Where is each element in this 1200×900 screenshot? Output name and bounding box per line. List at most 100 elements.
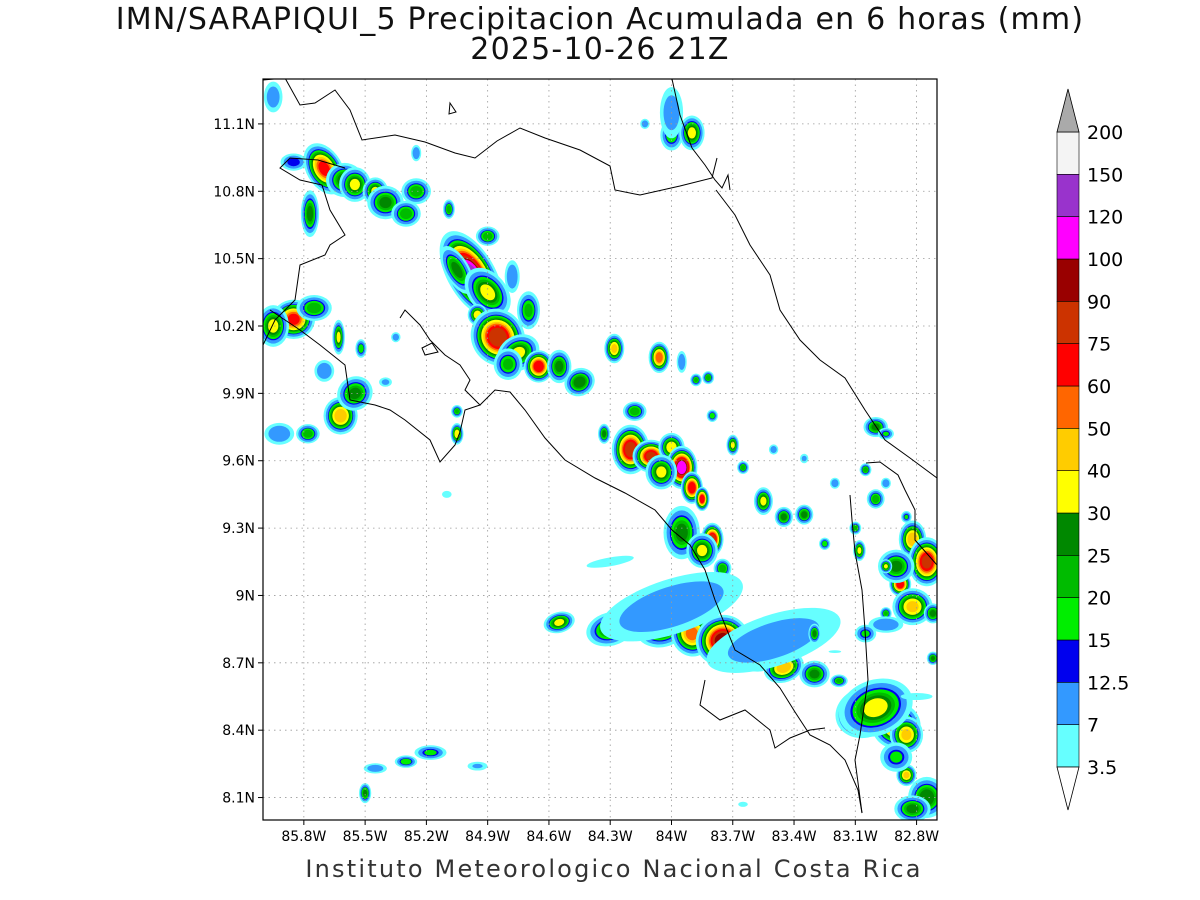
rain-contour-band [287,158,300,167]
rain-contour-band [412,147,420,160]
rain-cell [504,260,520,293]
rain-cell [442,490,452,498]
rain-cell [517,291,540,330]
colorbar-level-label: 75 [1087,334,1111,356]
rain-contour-band [906,804,919,814]
rain-contour-band [451,261,463,278]
rain-contour-band [738,801,748,807]
rain-contour-band [424,749,437,756]
rain-contour-band [287,313,300,325]
rain-cell [524,350,554,383]
colorbar-min-arrow [1056,766,1080,811]
colorbar-legend: 3.5 7 12.5 15 20 25 30 40 50 60 75 90 100 120 150 200 [1056,88,1129,811]
rain-contour-band [873,618,899,631]
rain-contour-band [685,626,699,641]
rain-contour-band [317,362,332,379]
rain-cell [702,371,715,385]
rain-cell [450,423,464,445]
rain-contour-band [694,377,698,383]
rain-cell [547,349,572,384]
rain-contour-band [871,423,880,431]
lat-tick-label: 8.4N [222,723,255,739]
rain-cell [706,607,841,673]
rain-cell [908,537,937,587]
rain-contour-band [506,264,518,289]
colorbar-level-label: 7 [1087,715,1099,737]
rain-cell [598,423,611,444]
rain-cell [923,603,937,624]
nicaragua-border [263,79,718,196]
rain-contour-band [678,353,686,370]
rain-cell [819,537,831,550]
colorbar-swatch [1056,343,1080,387]
rain-contour-band [883,564,888,569]
rain-cell [464,267,511,317]
rain-contour-band [688,482,696,494]
rain-contour-band [303,429,313,438]
rain-contour-band [573,376,586,388]
rain-cell [828,650,842,653]
rain-contour-band [367,764,384,772]
rain-cell [679,115,705,151]
rain-cell [892,588,933,626]
colorbar-level-label: 40 [1087,461,1111,483]
rain-contour-band [822,540,828,547]
rain-contour-band [835,678,843,683]
rain-cell [879,559,893,574]
rain-cell [901,511,912,523]
rain-cell [880,742,913,772]
rain-contour-band [709,412,715,419]
rain-cell [379,377,392,387]
rain-cell [753,487,773,515]
panama-border-south [849,494,869,814]
rain-cell [280,153,307,171]
lat-tick-label: 9.3N [222,521,255,537]
rain-cell [830,674,848,688]
caribbean-coast [715,189,937,479]
rain-contour-band [446,205,452,214]
rain-cell [774,506,793,527]
rain-contour-band [890,751,903,763]
colorbar-level-label: 150 [1087,164,1123,186]
rain-contour-band [379,196,392,209]
rain-contour-band [727,618,820,663]
rain-cell [768,444,779,455]
rain-cell [493,348,523,381]
rain-contour-band [929,610,937,617]
lon-tick-label: 84.3W [588,829,633,845]
rain-contour-band [872,494,880,503]
rain-cell [799,660,830,688]
rain-contour-band [381,379,390,385]
colorbar-swatch [1056,300,1080,344]
rain-cell [467,761,488,771]
rain-cell [600,571,743,642]
colorbar-level-label: 12.5 [1087,672,1129,694]
colorbar-level-label: 60 [1087,376,1111,398]
rain-contour-band [828,650,842,653]
rain-cell [877,427,894,440]
rain-contour-band [268,425,291,442]
rain-cell [543,611,575,634]
rain-contour-band [676,460,687,475]
rain-contour-band [718,564,727,573]
rain-cell [878,549,915,583]
rain-cell [586,555,634,568]
colorbar-swatch [1056,427,1080,471]
map-frame [262,78,938,821]
rain-contour-band [358,344,364,353]
rain-cell [367,185,404,220]
colorbar-level-label: 3.5 [1087,757,1117,779]
rain-cell [443,199,455,219]
rain-contour-band [699,494,705,504]
rain-cell [296,295,332,321]
rain-contour-band [472,763,483,769]
rain-contour-band [863,467,868,473]
nicaragua-caribbean-coast [671,79,731,191]
chira-island [421,342,439,356]
colorbar-level-label: 20 [1087,588,1111,610]
rain-contour-band [655,352,663,363]
lat-tick-label: 11.1N [213,117,255,133]
lon-tick-label: 83.7W [710,829,755,845]
rain-contour-band [760,496,767,506]
rain-contour-band [266,86,280,108]
